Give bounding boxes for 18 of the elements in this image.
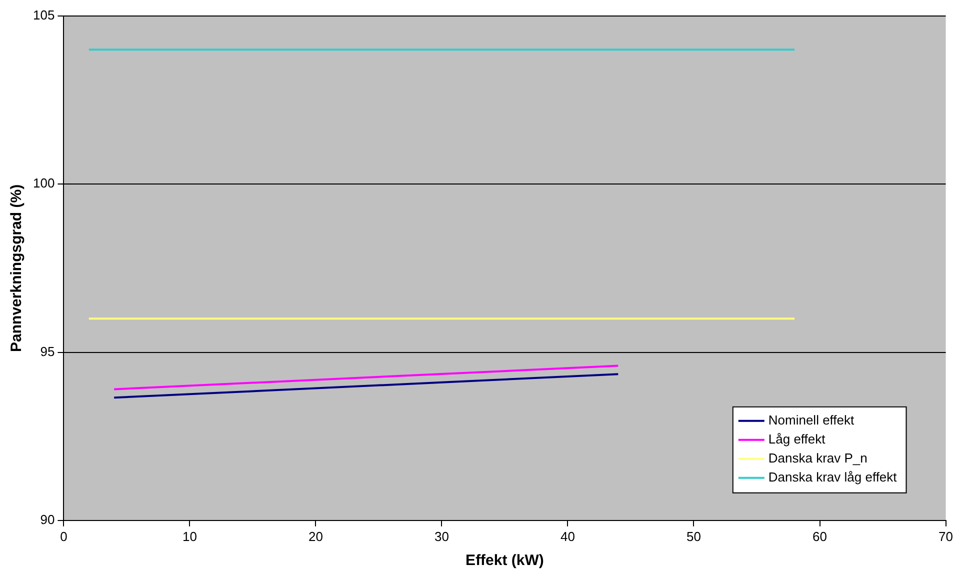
x-tick-label: 60 — [812, 528, 827, 544]
y-tick-label: 100 — [32, 176, 55, 191]
x-tick-label: 20 — [308, 528, 323, 544]
legend-label: Låg effekt — [768, 431, 826, 446]
legend-label: Danska krav låg effekt — [768, 469, 898, 484]
legend-label: Danska krav P_n — [768, 450, 868, 466]
y-axis-title: Pannverkningsgrad (%) — [8, 184, 26, 352]
x-tick-label: 40 — [560, 528, 575, 544]
x-axis-title: Effekt (kW) — [466, 552, 544, 570]
legend-label: Nominell effekt — [768, 412, 855, 428]
y-tick-label: 95 — [40, 344, 55, 359]
x-tick-label: 30 — [434, 528, 449, 544]
y-tick-label: 90 — [40, 512, 55, 527]
x-tick-label: 10 — [182, 528, 197, 544]
y-tick-label: 105 — [32, 8, 55, 23]
x-tick-label: 0 — [60, 528, 68, 544]
x-tick-label: 50 — [686, 528, 701, 544]
x-tick-label: 70 — [938, 528, 954, 544]
